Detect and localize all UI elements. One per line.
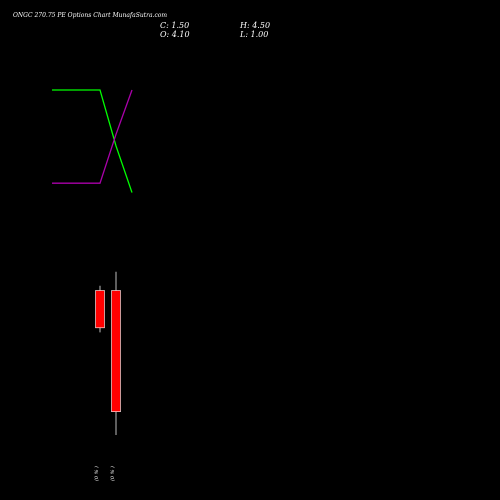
- candle-body: [111, 290, 121, 412]
- candles: [95, 271, 121, 435]
- x-axis-label: (0 % ): [109, 466, 116, 481]
- candle: [95, 285, 105, 333]
- x-axis-label: (0 % ): [93, 466, 100, 481]
- open-value: O: 4.10: [160, 30, 190, 39]
- x-axis-labels: (0 % ) (0 % ): [93, 466, 116, 481]
- candle-body: [95, 290, 105, 329]
- indicator-line-2: [52, 89, 133, 184]
- high-value: H: 4.50: [239, 21, 270, 30]
- low-value: L: 1.00: [239, 30, 268, 39]
- close-value: C: 1.50: [160, 21, 189, 30]
- indicator-lines: [52, 89, 133, 193]
- chart-title: ONGC 270.75 PE Options Chart MunafaSutra…: [13, 12, 167, 19]
- candle: [111, 271, 121, 435]
- indicator-line-1: [52, 89, 133, 193]
